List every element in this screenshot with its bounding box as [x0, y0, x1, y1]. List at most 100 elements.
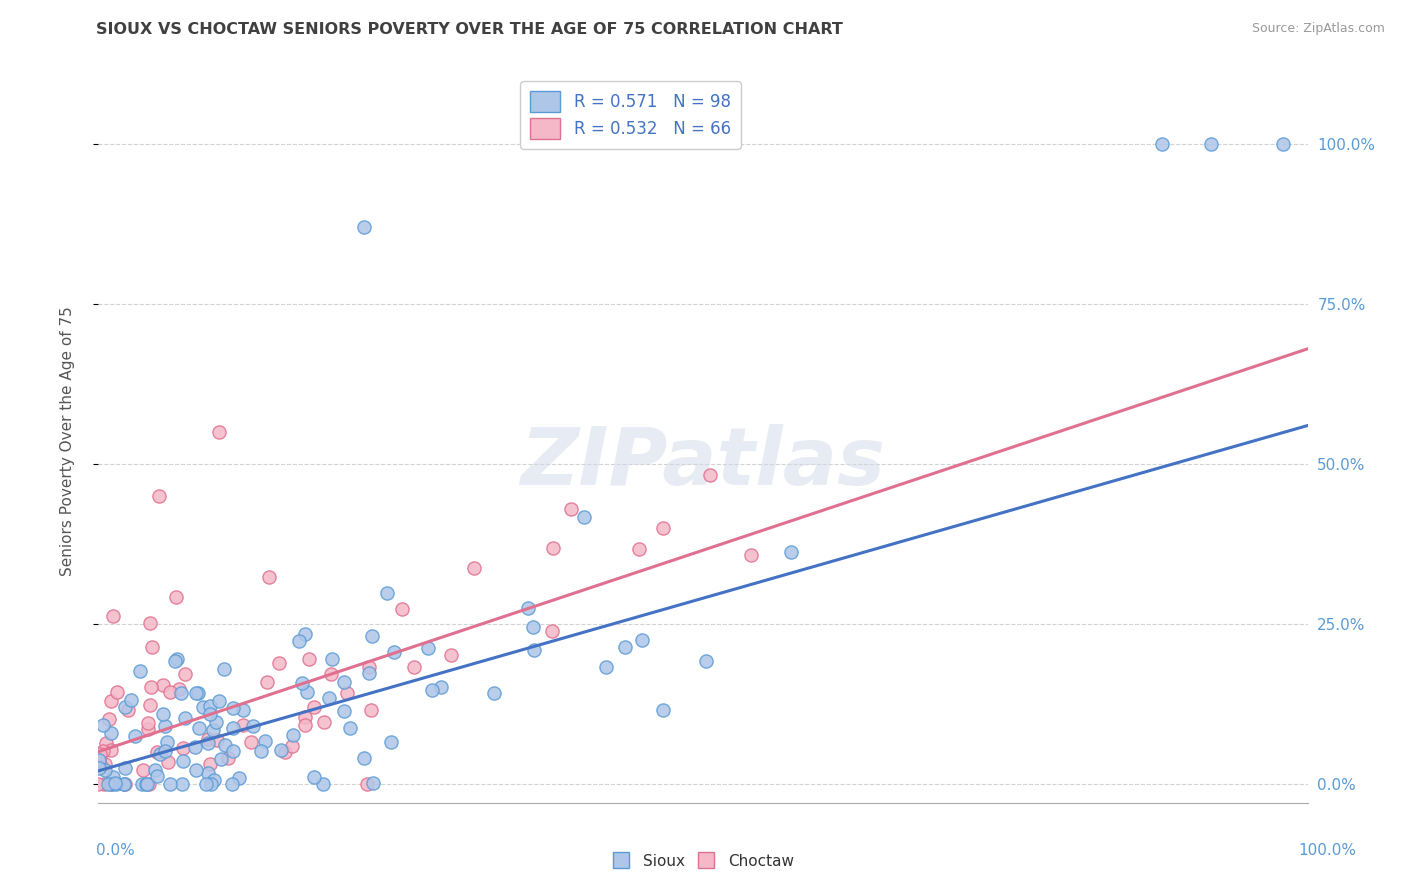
Point [112, 776, 135, 790]
Point [221, 776, 243, 790]
Point [291, 675, 314, 690]
Point [198, 699, 221, 714]
Point [484, 686, 506, 700]
Point [155, 744, 177, 758]
Point [100, 776, 122, 790]
Point [101, 608, 124, 623]
Point [184, 763, 207, 777]
Point [222, 700, 245, 714]
Point [402, 660, 425, 674]
Point [779, 545, 801, 559]
Point [321, 651, 343, 665]
Point [167, 681, 190, 696]
Point [114, 700, 136, 714]
Point [631, 632, 654, 647]
Point [100, 725, 122, 739]
Text: 100.0%: 100.0% [1299, 843, 1357, 858]
Point [159, 776, 181, 790]
Point [87, 776, 110, 790]
Point [740, 548, 762, 562]
Point [267, 656, 290, 670]
Point [159, 685, 181, 699]
Point [270, 743, 292, 757]
Point [188, 721, 211, 735]
Point [440, 648, 463, 663]
Point [139, 698, 162, 712]
Point [281, 728, 304, 742]
Point [339, 721, 361, 735]
Point [93, 776, 115, 790]
Point [336, 686, 359, 700]
Point [228, 771, 250, 785]
Point [89, 747, 111, 761]
Point [87, 753, 110, 767]
Point [148, 489, 170, 503]
Text: Source: ZipAtlas.com: Source: ZipAtlas.com [1251, 22, 1385, 36]
Point [174, 666, 197, 681]
Point [97, 776, 120, 790]
Point [174, 711, 197, 725]
Point [201, 723, 224, 738]
Point [146, 769, 169, 783]
Point [295, 685, 318, 699]
Point [429, 680, 451, 694]
Point [89, 747, 111, 762]
Point [699, 468, 721, 483]
Point [613, 640, 636, 654]
Point [98, 712, 121, 726]
Point [250, 744, 273, 758]
Point [100, 694, 122, 708]
Point [112, 776, 135, 790]
Point [253, 733, 276, 747]
Point [205, 714, 228, 729]
Point [157, 755, 180, 769]
Point [197, 731, 219, 746]
Point [184, 740, 207, 755]
Point [232, 718, 254, 732]
Point [422, 682, 444, 697]
Point [375, 586, 398, 600]
Text: SIOUX VS CHOCTAW SENIORS POVERTY OVER THE AGE OF 75 CORRELATION CHART: SIOUX VS CHOCTAW SENIORS POVERTY OVER TH… [96, 22, 842, 37]
Point [136, 716, 159, 731]
Text: ZIPatlas: ZIPatlas [520, 425, 886, 502]
Point [205, 733, 228, 747]
Point [357, 665, 380, 680]
Point [200, 776, 222, 790]
Point [294, 718, 316, 732]
Point [208, 694, 231, 708]
Point [242, 719, 264, 733]
Point [131, 776, 153, 790]
Point [240, 735, 263, 749]
Point [195, 776, 218, 790]
Point [143, 763, 166, 777]
Point [1152, 137, 1174, 152]
Point [281, 739, 304, 754]
Point [209, 752, 232, 766]
Point [124, 729, 146, 743]
Point [523, 643, 546, 657]
Point [129, 664, 152, 678]
Point [132, 763, 155, 777]
Point [117, 703, 139, 717]
Point [1272, 137, 1295, 152]
Point [560, 502, 582, 516]
Point [138, 776, 160, 790]
Point [166, 652, 188, 666]
Point [353, 220, 375, 235]
Point [152, 678, 174, 692]
Point [136, 776, 159, 790]
Point [170, 686, 193, 700]
Point [361, 776, 384, 790]
Point [104, 776, 127, 790]
Point [202, 772, 225, 787]
Point [101, 776, 124, 790]
Point [146, 745, 169, 759]
Point [141, 681, 163, 695]
Point [91, 744, 114, 758]
Point [294, 710, 316, 724]
Point [572, 509, 595, 524]
Point [360, 703, 382, 717]
Point [318, 691, 340, 706]
Point [360, 629, 382, 643]
Point [652, 521, 675, 535]
